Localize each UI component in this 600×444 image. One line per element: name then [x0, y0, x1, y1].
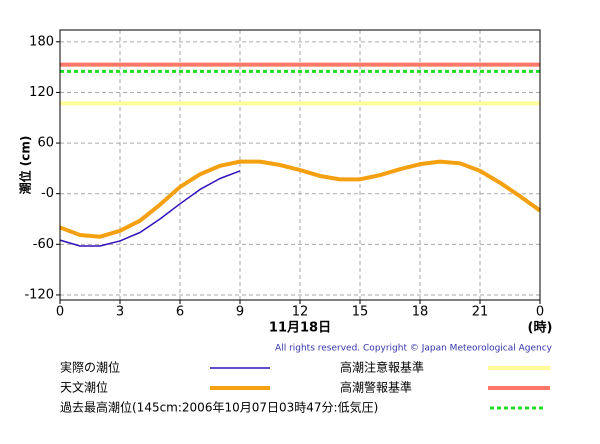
x-tick-label: 3: [116, 305, 124, 320]
y-tick-label: 180: [29, 34, 54, 49]
y-tick-label: -120: [24, 287, 54, 302]
x-tick-label: 21: [472, 305, 489, 320]
y-tick-label: 60: [37, 136, 54, 151]
legend-label: 過去最高潮位(145cm:2006年10月07日03時47分:低気圧): [60, 400, 378, 415]
x-tick-label: 9: [236, 305, 244, 320]
legend-label: 高潮警報基準: [340, 380, 412, 395]
y-tick-label: 120: [29, 85, 54, 100]
x-tick-label: 0: [536, 305, 544, 320]
x-tick-label: 18: [412, 305, 429, 320]
x-unit: (時): [528, 320, 553, 336]
y-axis-label: 潮位 (cm): [18, 136, 33, 195]
y-tick-label: -60: [33, 237, 54, 252]
x-tick-label: 15: [352, 305, 369, 320]
series-line: [59, 159, 542, 239]
x-tick-label: 6: [176, 305, 184, 320]
legend-label: 高潮注意報基準: [340, 360, 424, 375]
x-axis-label: 11月18日: [269, 321, 331, 336]
y-tick-label: -0: [41, 186, 54, 201]
legend-label: 実際の潮位: [60, 360, 120, 375]
x-tick-label: 12: [292, 305, 309, 320]
legend-label: 天文潮位: [60, 380, 108, 395]
x-tick-label: 0: [56, 305, 64, 320]
plot-border: [59, 29, 541, 301]
series-line: [59, 170, 241, 247]
credit: All rights reserved. Copyright © Japan M…: [275, 344, 553, 354]
